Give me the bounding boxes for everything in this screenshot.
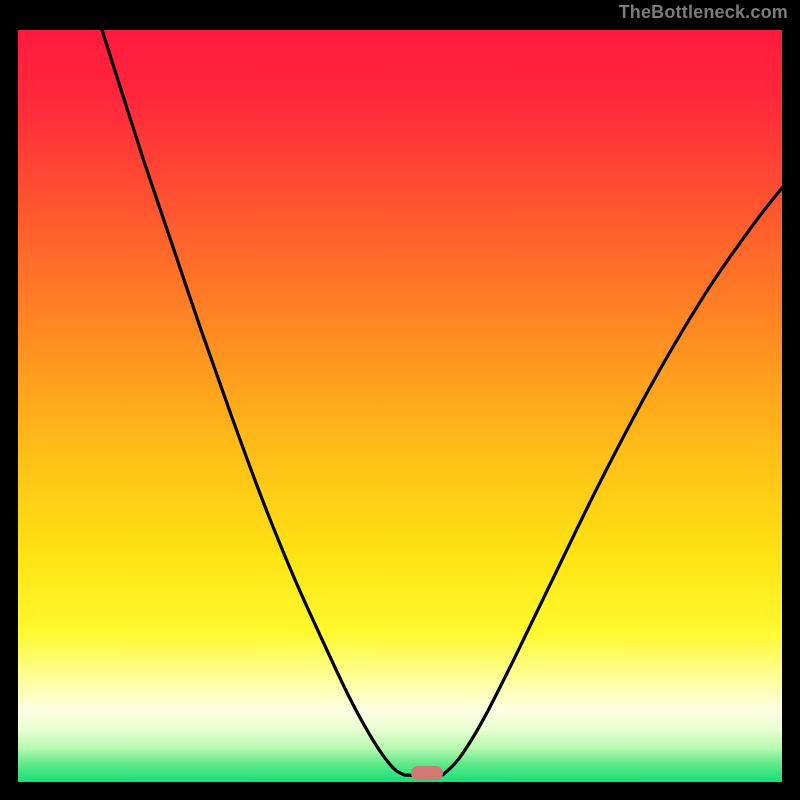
plot-area (18, 30, 782, 782)
optimum-marker (411, 766, 443, 780)
chart-frame: TheBottleneck.com (0, 0, 800, 800)
attribution-text: TheBottleneck.com (619, 2, 788, 23)
curve-path (102, 30, 782, 776)
bottleneck-curve (18, 30, 782, 782)
